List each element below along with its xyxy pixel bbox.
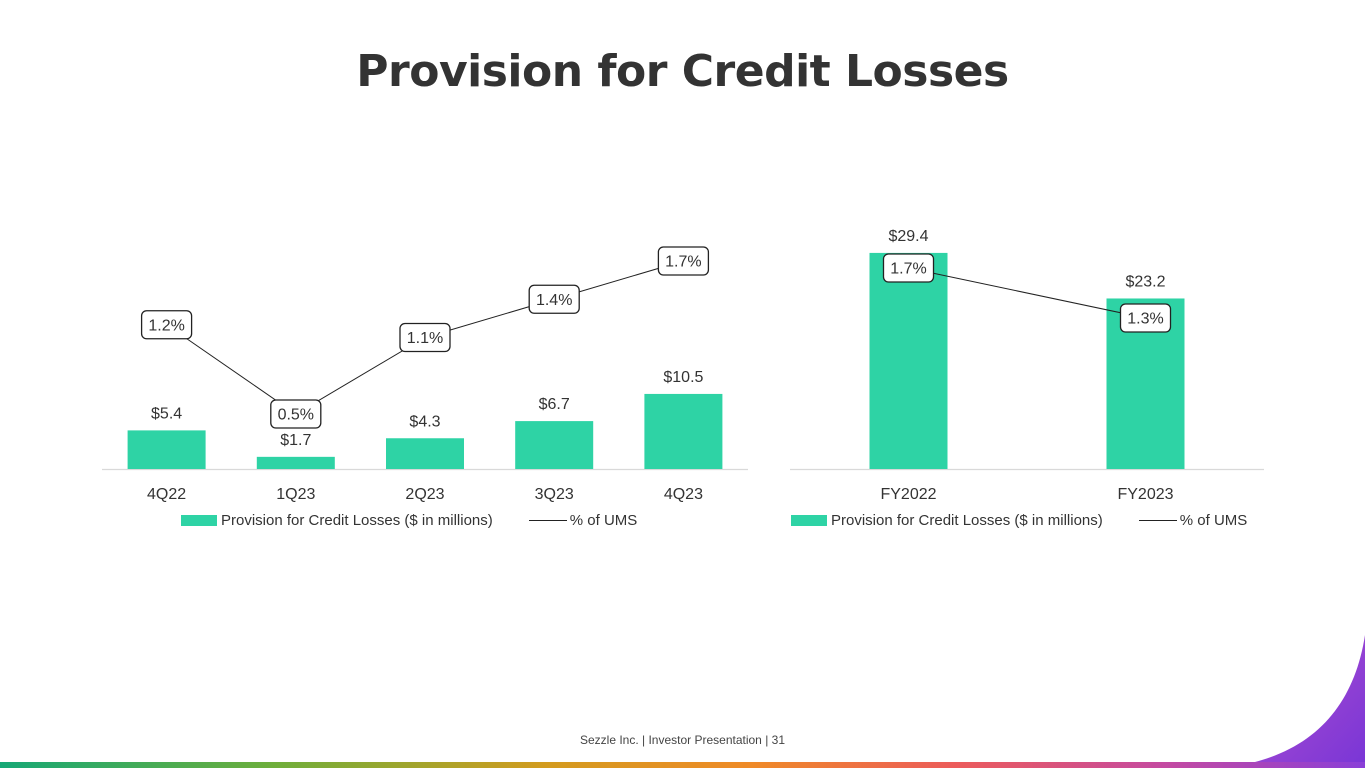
bar-3Q23: [515, 421, 594, 469]
bar-1Q23: [256, 456, 335, 469]
legend-line-label: % of UMS: [1179, 511, 1248, 529]
legend-bar-swatch: [181, 514, 217, 526]
ums-label-FY2022-box: [882, 253, 935, 283]
ums-label-FY2023-box: [1119, 303, 1172, 333]
ums-label-FY2023: 1.3%: [1127, 311, 1163, 328]
ums-label-4Q22-box: [140, 310, 193, 340]
page-title: Provision for Credit Losses: [356, 46, 1009, 97]
bar-label-1Q23: $1.7: [280, 432, 311, 449]
legend-line-swatch: [528, 519, 567, 521]
legend-bar-label: Provision for Credit Losses ($ in millio…: [221, 511, 493, 529]
bar-label-2Q23: $4.3: [409, 413, 440, 430]
category-label-FY2022: FY2022: [880, 486, 936, 503]
footer-text: Sezzle Inc. | Investor Presentation | 31: [579, 733, 785, 747]
category-label-2Q23: 2Q23: [405, 486, 444, 503]
bar-label-4Q23: $10.5: [663, 369, 703, 386]
legend-line-label: % of UMS: [569, 511, 638, 529]
bar-FY2022: [869, 252, 948, 469]
ums-label-1Q23-box: [270, 399, 322, 429]
bar-label-FY2022: $29.4: [888, 228, 928, 245]
legend-annual: Provision for Credit Losses ($ in millio…: [791, 509, 1247, 531]
legend-line-swatch: [1138, 519, 1177, 521]
bar-4Q22: [127, 430, 206, 469]
bar-label-3Q23: $6.7: [539, 396, 570, 413]
category-label-FY2023: FY2023: [1117, 486, 1173, 503]
category-label-3Q23: 3Q23: [535, 486, 574, 503]
legend-quarterly: Provision for Credit Losses ($ in millio…: [181, 509, 637, 531]
bar-2Q23: [386, 438, 464, 469]
legend-bar-label: Provision for Credit Losses ($ in millio…: [831, 511, 1103, 529]
ums-label-4Q23-box: [657, 246, 710, 276]
bar-FY2023: [1106, 298, 1185, 469]
bar-4Q23: [644, 393, 723, 469]
category-label-4Q22: 4Q22: [147, 486, 186, 503]
legend-bar-swatch: [791, 514, 827, 526]
category-label-1Q23: 1Q23: [276, 486, 315, 503]
ums-label-4Q23: 1.7%: [665, 254, 701, 271]
ums-line: [908, 267, 1146, 319]
ums-line: [166, 260, 684, 415]
ums-label-3Q23-box: [528, 284, 580, 314]
ums-label-FY2022: 1.7%: [890, 261, 926, 278]
category-label-4Q23: 4Q23: [664, 486, 703, 503]
ums-label-3Q23: 1.4%: [536, 292, 572, 309]
bar-label-FY2023: $23.2: [1125, 273, 1165, 290]
bar-label-4Q22: $5.4: [151, 405, 182, 422]
ums-label-2Q23: 1.1%: [407, 330, 443, 347]
ums-label-4Q22: 1.2%: [148, 317, 184, 334]
bottom-gradient-bar: [0, 762, 1365, 768]
ums-label-1Q23: 0.5%: [278, 407, 314, 424]
ums-label-2Q23-box: [399, 322, 451, 353]
